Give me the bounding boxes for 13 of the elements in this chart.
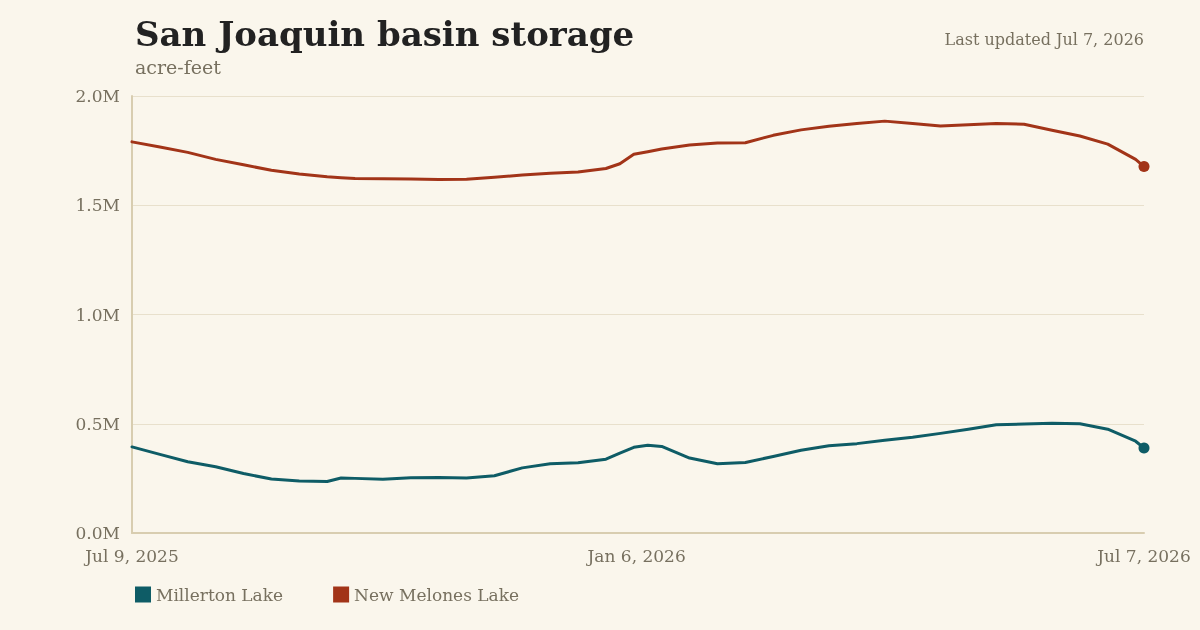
text: Last updated Jul 7, 2026 (944, 29, 1144, 49)
chart-subtitle: acre-feet (135, 55, 222, 78)
chart-title: San Joaquin basin storage (135, 14, 635, 54)
y-tick-label: 1.5M (75, 195, 120, 216)
legend-label: Millerton Lake (156, 584, 284, 605)
x-tick-label: Jan 6, 2026 (585, 545, 686, 566)
x-tick-label: Jul 9, 2025 (83, 545, 179, 566)
x-tick-label: Jul 7, 2026 (1095, 545, 1191, 566)
legend-label: New Melones Lake (354, 584, 520, 605)
y-tick-label: 2.0M (75, 86, 120, 106)
y-tick-label: 0.0M (75, 523, 120, 543)
y-tick-label: 0.5M (75, 413, 120, 434)
y-tick-label: 1.0M (75, 304, 120, 325)
